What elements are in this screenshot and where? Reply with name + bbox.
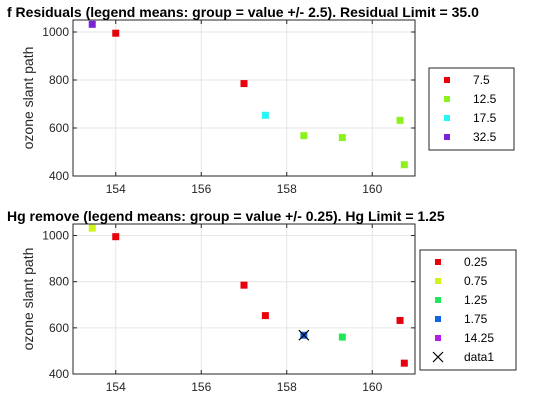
legend-marker xyxy=(432,351,444,363)
data-point xyxy=(88,20,96,28)
legend-label: 12.5 xyxy=(473,92,497,106)
x-tick-label: 158 xyxy=(277,182,297,196)
data-point xyxy=(88,224,96,232)
data-point xyxy=(400,359,408,367)
data-point xyxy=(112,233,120,241)
axes-box xyxy=(72,223,416,375)
y-tick-label: 800 xyxy=(49,275,69,289)
x-tick-label: 156 xyxy=(191,380,211,394)
y-tick-label: 600 xyxy=(49,321,69,335)
y-axis-label: ozone slant path xyxy=(20,248,36,351)
data-point xyxy=(261,312,269,320)
y-tick-label: 600 xyxy=(49,121,69,135)
legend-marker xyxy=(444,96,450,102)
x-tick-label: 160 xyxy=(362,182,382,196)
plot-area xyxy=(73,20,415,176)
chart-title: f Residuals (legend means: group = value… xyxy=(7,4,479,20)
legend-marker xyxy=(435,278,441,284)
y-tick-label: 800 xyxy=(49,73,69,87)
legend-label: 32.5 xyxy=(473,130,497,144)
data-point xyxy=(112,29,120,37)
x-tick-label: 160 xyxy=(362,380,382,394)
data-point xyxy=(300,132,308,140)
chart-title: Hg remove (legend means: group = value +… xyxy=(7,208,445,224)
x-tick-label: 158 xyxy=(277,380,297,394)
legend-label: 1.75 xyxy=(464,312,488,326)
legend-label: 1.25 xyxy=(464,293,488,307)
legend-marker xyxy=(444,134,450,140)
data-point xyxy=(240,281,248,289)
data-point xyxy=(338,134,346,142)
legend-label: 7.5 xyxy=(473,73,490,87)
chart-2: 154 156 158 160 400 600 800 1000 ozone slant pat… xyxy=(7,208,517,394)
legend-marker xyxy=(435,316,441,322)
legend-label: 14.25 xyxy=(464,331,494,345)
legend-marker xyxy=(444,115,450,121)
axes-box xyxy=(72,19,416,177)
x-tick-label: 154 xyxy=(106,182,126,196)
legend-marker xyxy=(435,335,441,341)
data-point xyxy=(261,111,269,119)
legend-box xyxy=(428,67,515,151)
data-point xyxy=(400,161,408,169)
y-tick-label: 1000 xyxy=(42,25,69,39)
legend-marker xyxy=(444,77,450,83)
legend-marker xyxy=(435,297,441,303)
chart-1: 154 156 158 160 400 600 800 1000 ozone slant pat… xyxy=(7,4,515,196)
legend-label: 17.5 xyxy=(473,111,497,125)
data-point xyxy=(396,316,404,324)
y-tick-label: 1000 xyxy=(42,229,69,243)
legend-label: data1 xyxy=(464,350,494,364)
y-tick-label: 400 xyxy=(49,169,69,183)
y-axis-label: ozone slant path xyxy=(20,47,36,150)
data-point xyxy=(396,116,404,124)
data-point-x xyxy=(298,329,310,341)
legend-label: 0.25 xyxy=(464,255,488,269)
data-point xyxy=(338,333,346,341)
x-tick-label: 154 xyxy=(106,380,126,394)
legend-box xyxy=(419,249,517,371)
x-tick-label: 156 xyxy=(191,182,211,196)
y-tick-label: 400 xyxy=(49,367,69,381)
legend-marker xyxy=(435,259,441,265)
legend: 0.25 0.75 1.25 1.75 14.25 data1 xyxy=(419,249,517,371)
plot-area xyxy=(73,224,415,374)
legend: 7.5 12.5 17.5 32.5 xyxy=(428,67,515,151)
data-point xyxy=(240,80,248,88)
legend-label: 0.75 xyxy=(464,274,488,288)
